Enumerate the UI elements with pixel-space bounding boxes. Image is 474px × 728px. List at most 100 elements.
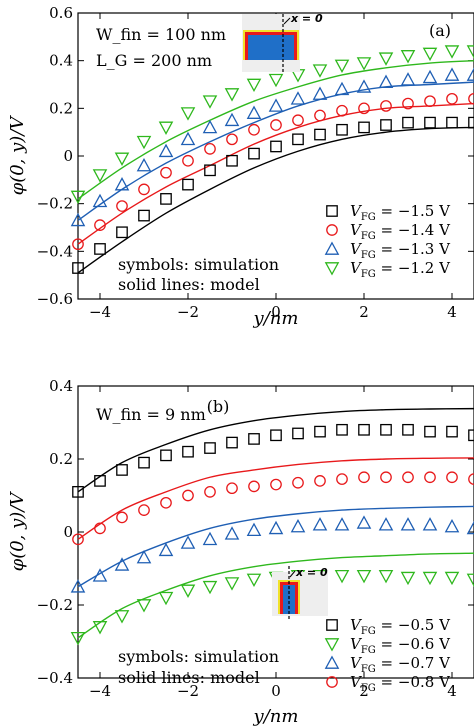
x-tick-label: 0 — [271, 303, 281, 321]
legend-marker-2 — [324, 241, 340, 255]
sim-point-2 — [158, 143, 174, 158]
note-simulation-b: symbols: simulation — [118, 647, 279, 666]
sim-point-3 — [182, 489, 194, 502]
x-tick-label: 2 — [359, 303, 369, 321]
sim-point-3 — [312, 64, 328, 78]
x-tick-label: −2 — [177, 682, 199, 700]
x-tick-label: 0 — [271, 682, 281, 700]
sim-points-a — [70, 45, 474, 274]
x-tick-label: −2 — [177, 303, 199, 321]
sim-point-3 — [94, 522, 106, 535]
sim-point-3 — [444, 45, 460, 59]
sim-point-1 — [94, 219, 106, 231]
sim-point-2 — [180, 535, 196, 549]
sim-point-2 — [70, 212, 86, 227]
sim-point-0 — [270, 429, 282, 442]
sim-point-2 — [378, 517, 394, 531]
y-tick-label: 0.6 — [49, 4, 73, 22]
sim-point-3 — [466, 45, 474, 59]
sim-point-3 — [246, 78, 262, 93]
legend-marker-3 — [324, 262, 340, 276]
x-axis-label-b: y/nm — [253, 706, 299, 727]
sim-point-2 — [334, 517, 350, 531]
y-tick-label: 0.4 — [49, 377, 73, 395]
sim-point-2 — [466, 520, 474, 535]
sim-point-3 — [402, 471, 414, 484]
model-line-3 — [77, 59, 474, 200]
device-inset-a: x = 0 — [242, 12, 323, 72]
sim-point-0 — [160, 193, 172, 205]
y-tick-label: −0.4 — [37, 242, 73, 260]
x-tick-label: −4 — [89, 682, 111, 700]
sim-point-3 — [92, 169, 108, 183]
sim-point-2 — [422, 517, 438, 531]
sim-point-0 — [248, 433, 260, 445]
panel-b: −4 −2 0 2 4 −0.4 −0.2 0 0.2 0.4 φ(0, y)/V y/nm W_… — [7, 377, 474, 727]
sim-point-0 — [270, 140, 282, 153]
y-axis-label-b: φ(0, y)/V — [7, 491, 28, 572]
sim-point-2 — [466, 67, 474, 81]
sim-point-3 — [314, 475, 326, 487]
sim-point-1 — [226, 133, 238, 146]
sim-points-b — [70, 423, 474, 646]
y-tick-label: 0 — [63, 147, 73, 165]
sim-point-3 — [336, 473, 348, 485]
sim-point-3 — [224, 88, 240, 102]
inset-arrow-b — [289, 570, 296, 578]
sim-point-3 — [422, 47, 438, 62]
sim-point-3 — [334, 59, 350, 73]
sim-point-2 — [92, 568, 108, 582]
note-model-a: solid lines: model — [118, 275, 260, 294]
sim-point-0 — [446, 425, 458, 438]
inset-label-b: x = 0 — [295, 566, 328, 579]
sim-point-1 — [202, 580, 218, 595]
sim-point-0 — [336, 123, 348, 136]
sim-point-1 — [424, 95, 436, 108]
legend-marker-1 — [326, 224, 338, 236]
annotation-wfin-a: W_fin = 100 nm — [96, 25, 226, 44]
sim-point-0 — [226, 154, 238, 167]
ticks-a: −4 −2 0 2 4 −0.6 −0.4 −0.2 0 0.2 0.4 0.6 — [37, 4, 474, 321]
sim-point-0 — [226, 436, 238, 449]
sim-point-3 — [202, 95, 218, 109]
sim-point-0 — [248, 147, 260, 160]
sim-point-1 — [158, 591, 174, 606]
legend-label: VFG = −1.2 V — [350, 259, 451, 280]
sim-point-2 — [180, 131, 196, 146]
sim-point-3 — [268, 73, 284, 88]
panel-label-a: (a) — [429, 21, 451, 40]
model-line-1 — [77, 102, 474, 245]
sim-point-0 — [160, 449, 172, 462]
panel-label-b: (b) — [207, 397, 230, 416]
y-tick-label: 0 — [63, 523, 73, 541]
sim-point-0 — [468, 116, 474, 129]
sim-point-1 — [182, 154, 194, 167]
inset-label-a: x = 0 — [290, 12, 323, 25]
sim-point-2 — [356, 79, 372, 93]
sim-point-2 — [202, 531, 218, 546]
sim-point-1 — [292, 114, 304, 127]
sim-point-3 — [468, 473, 474, 485]
sim-point-1 — [246, 573, 262, 588]
legend-marker-0 — [326, 619, 338, 631]
sim-point-0 — [380, 423, 392, 436]
sim-point-0 — [314, 128, 326, 141]
sim-point-3 — [136, 135, 152, 150]
sim-point-3 — [358, 471, 370, 484]
legend-marker-3 — [326, 676, 338, 688]
sim-point-0 — [116, 464, 128, 476]
y-tick-label: 0.2 — [49, 450, 73, 468]
sim-point-3 — [446, 471, 458, 484]
sim-point-2 — [312, 517, 328, 531]
legend-marker-2 — [324, 655, 340, 669]
sim-point-2 — [268, 520, 284, 535]
sim-point-0 — [94, 475, 106, 487]
sim-point-3 — [400, 50, 416, 64]
legend-label: VFG = −0.8 V — [350, 673, 451, 694]
sim-point-1 — [138, 183, 150, 196]
sim-point-2 — [136, 157, 152, 172]
sim-point-2 — [158, 542, 174, 557]
sim-point-0 — [182, 178, 194, 191]
sim-point-2 — [378, 74, 394, 88]
